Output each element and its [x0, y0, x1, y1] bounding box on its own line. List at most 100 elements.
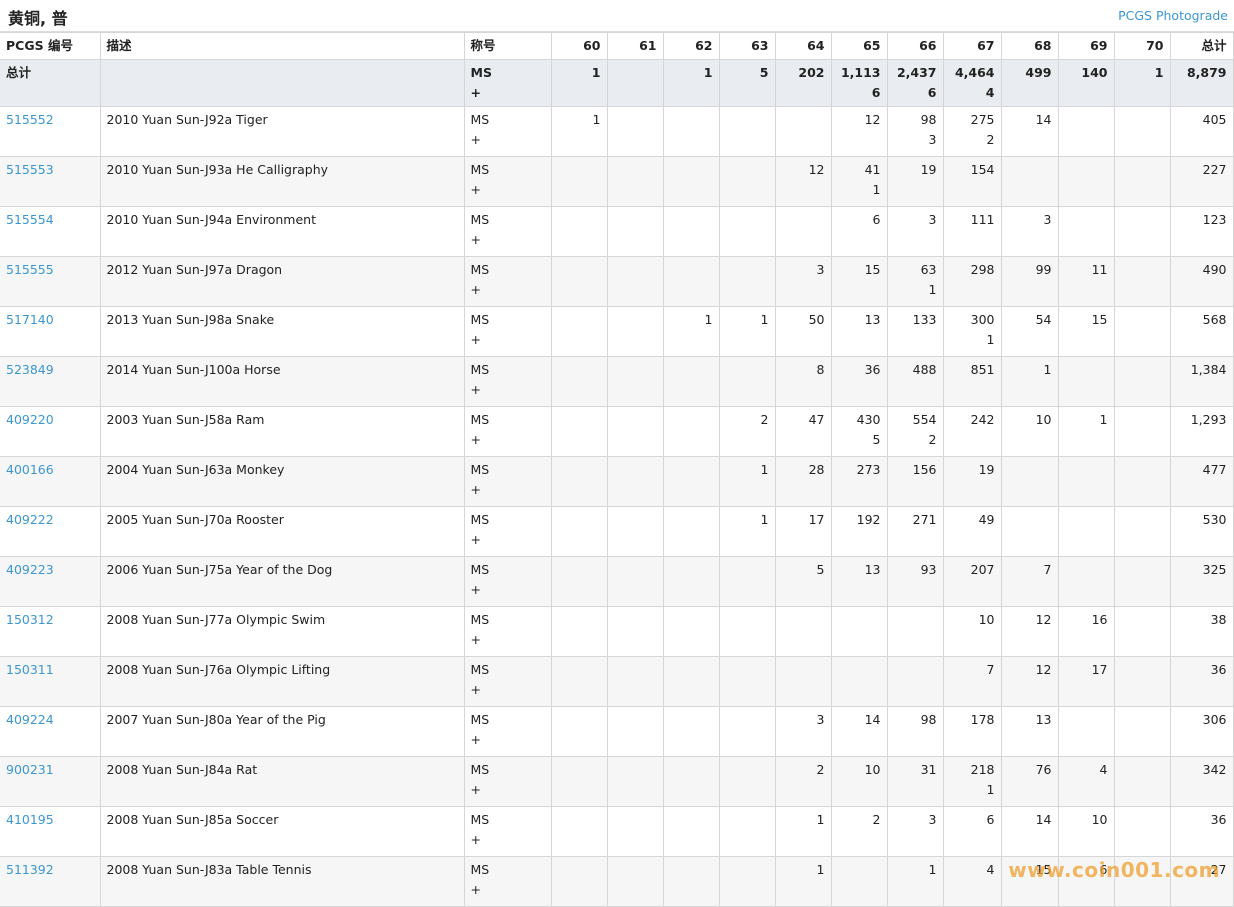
grade-cell [550, 456, 608, 507]
total: 342 [1202, 762, 1227, 777]
designation-cell: MS + [463, 106, 552, 157]
pcgs-number-link[interactable]: 517140 [6, 312, 54, 327]
designation-cell: MS + [463, 256, 552, 307]
count: 7 [986, 662, 995, 677]
pcgs-number-link[interactable]: 150312 [6, 612, 54, 627]
grade-cell [550, 656, 608, 707]
count: 19 [920, 162, 937, 177]
grade-cell: 1 [1113, 59, 1171, 107]
grade-cell [550, 256, 608, 307]
description: 2008 Yuan Sun-J84a Rat [106, 762, 258, 777]
grade-cell [1057, 106, 1115, 157]
pcgs-number-link[interactable]: 150311 [6, 662, 54, 677]
count: 3 [928, 212, 937, 227]
plus-count: 2 [986, 132, 995, 147]
total: 568 [1202, 312, 1227, 327]
data-row: 523849 2014 Yuan Sun-J100a Horse MS +8 36 488… [0, 356, 1234, 407]
pcgs-number-link[interactable]: 515555 [6, 262, 54, 277]
designation-cell: MS + [463, 806, 552, 857]
id-cell: 409222 [0, 506, 101, 557]
pcgs-number-link[interactable]: 515554 [6, 212, 54, 227]
data-row: 150311 2008 Yuan Sun-J76a Olympic Lifting… [0, 656, 1234, 707]
grade-cell [662, 456, 720, 507]
grade-cell [774, 106, 832, 157]
grade-cell [662, 706, 720, 757]
grade-cell [830, 856, 888, 907]
grade-cell: 10 [830, 756, 888, 807]
data-row: 515555 2012 Yuan Sun-J97a Dragon MS +3 15 63 1… [0, 256, 1234, 307]
designation: MS [470, 162, 490, 177]
grade-cell: 13 [1000, 706, 1059, 757]
total-label: 总计 [6, 65, 32, 80]
total: 477 [1202, 462, 1227, 477]
grade-cell [1113, 406, 1171, 457]
count: 1 [816, 812, 825, 827]
description-cell: 2008 Yuan Sun-J85a Soccer [99, 806, 465, 857]
grade-cell: 4,464 4 [942, 59, 1002, 107]
grade-cell: 3 [886, 806, 944, 857]
pcgs-number-link[interactable]: 410195 [6, 812, 54, 827]
grade-cell [718, 756, 776, 807]
grade-cell: 192 [830, 506, 888, 557]
pcgs-number-link[interactable]: 511392 [6, 862, 54, 877]
pcgs-number-link[interactable]: 523849 [6, 362, 54, 377]
pcgs-number-link[interactable]: 409224 [6, 712, 54, 727]
count: 140 [1081, 65, 1108, 80]
grade-cell: 1 [718, 456, 776, 507]
grade-cell [830, 656, 888, 707]
designation: MS [470, 512, 490, 527]
description-cell: 2004 Yuan Sun-J63a Monkey [99, 456, 465, 507]
total: 123 [1202, 212, 1227, 227]
grade-cell: 4 [1057, 756, 1115, 807]
grade-cell: 10 [1057, 806, 1115, 857]
designation: MS [470, 712, 490, 727]
grade-cell [662, 806, 720, 857]
total: 530 [1202, 512, 1227, 527]
photograde-link[interactable]: PCGS Photograde [1118, 8, 1228, 23]
description-cell: 2007 Yuan Sun-J80a Year of the Pig [99, 706, 465, 757]
grade-cell [718, 206, 776, 257]
grade-cell: 13 [830, 556, 888, 607]
grade-cell [550, 156, 608, 207]
description-cell: 2010 Yuan Sun-J94a Environment [99, 206, 465, 257]
pcgs-number-link[interactable]: 515552 [6, 112, 54, 127]
total-cell: 325 [1169, 556, 1234, 607]
total-cell: 38 [1169, 606, 1234, 657]
grade-cell: 63 1 [886, 256, 944, 307]
grade-cell [662, 606, 720, 657]
grade-cell [1113, 156, 1171, 207]
pcgs-number-link[interactable]: 409220 [6, 412, 54, 427]
count: 15 [1035, 862, 1052, 877]
pcgs-number-link[interactable]: 900231 [6, 762, 54, 777]
count: 7 [1043, 562, 1052, 577]
grade-cell: 1 [886, 856, 944, 907]
grade-cell [1113, 756, 1171, 807]
count: 47 [808, 412, 825, 427]
grade-cell: 202 [774, 59, 832, 107]
pcgs-number-link[interactable]: 400166 [6, 462, 54, 477]
pcgs-number-link[interactable]: 409222 [6, 512, 54, 527]
count: 12 [1035, 612, 1052, 627]
count: 499 [1025, 65, 1052, 80]
grade-cell: 140 [1057, 59, 1115, 107]
id-cell: 400166 [0, 456, 101, 507]
count: 12 [864, 112, 881, 127]
grade-cell [1057, 156, 1115, 207]
grade-cell [718, 156, 776, 207]
grade-cell: 5 [774, 556, 832, 607]
description-cell: 2008 Yuan Sun-J84a Rat [99, 756, 465, 807]
grade-cell [1000, 456, 1059, 507]
grade-cell: 54 [1000, 306, 1059, 357]
pcgs-number-link[interactable]: 409223 [6, 562, 54, 577]
column-header: 66 [886, 32, 944, 60]
grade-cell: 1 [774, 806, 832, 857]
designation: MS [470, 612, 490, 627]
grade-cell [1113, 706, 1171, 757]
grade-cell [1113, 206, 1171, 257]
data-row: 900231 2008 Yuan Sun-J84a Rat MS +2 10 31 218 1… [0, 756, 1234, 807]
count: 15 [1091, 312, 1108, 327]
grade-cell: 99 [1000, 256, 1059, 307]
pcgs-number-link[interactable]: 515553 [6, 162, 54, 177]
count: 13 [1035, 712, 1052, 727]
description-cell: 2006 Yuan Sun-J75a Year of the Dog [99, 556, 465, 607]
